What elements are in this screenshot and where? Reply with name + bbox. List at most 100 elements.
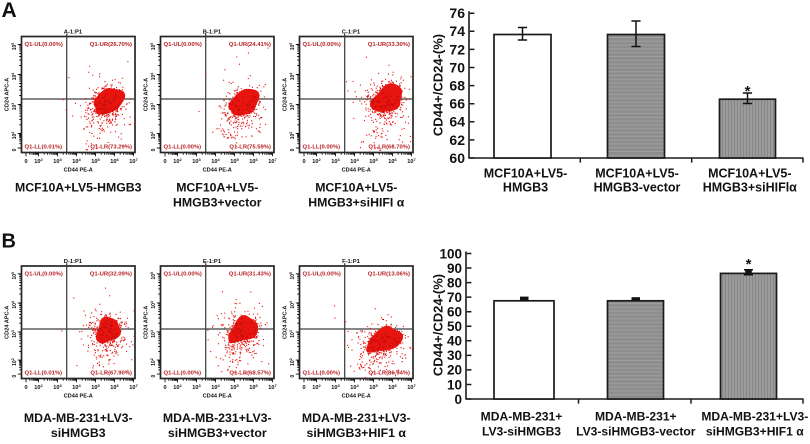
- svg-text:68: 68: [449, 78, 465, 94]
- svg-text:Q1-UR(32.09%): Q1-UR(32.09%): [90, 272, 132, 278]
- svg-text:102: 102: [289, 358, 296, 366]
- svg-text:103: 103: [331, 383, 340, 391]
- svg-text:103: 103: [192, 157, 201, 165]
- svg-text:103: 103: [53, 157, 62, 165]
- svg-text:siHMGB3+HIF1 α: siHMGB3+HIF1 α: [307, 426, 407, 439]
- svg-text:Q1-LR(86.94%): Q1-LR(86.94%): [368, 371, 410, 377]
- svg-text:102: 102: [11, 358, 18, 366]
- svg-text:103: 103: [150, 103, 157, 111]
- svg-text:40: 40: [447, 334, 462, 349]
- svg-text:HMGB3+vector: HMGB3+vector: [173, 196, 262, 210]
- svg-text:104: 104: [289, 73, 296, 81]
- svg-text:104: 104: [211, 157, 220, 165]
- svg-text:106: 106: [110, 157, 119, 165]
- svg-text:CD24 APC-A: CD24 APC-A: [144, 306, 150, 339]
- svg-text:104: 104: [150, 301, 157, 309]
- svg-text:103: 103: [11, 103, 18, 111]
- svg-text:80: 80: [447, 275, 462, 290]
- svg-text:Q1-UL(0.00%): Q1-UL(0.00%): [164, 272, 202, 278]
- svg-text:HMGB3+siHIFI α: HMGB3+siHIFI α: [308, 196, 404, 210]
- svg-text:siHMGB3+HIF1 α: siHMGB3+HIF1 α: [706, 424, 804, 438]
- svg-text:MDA-MB-231+LV3-: MDA-MB-231+LV3-: [701, 410, 808, 424]
- svg-text:103: 103: [150, 330, 157, 338]
- svg-text:CD44 PE-A: CD44 PE-A: [203, 168, 232, 174]
- svg-text:siHMGB3: siHMGB3: [51, 426, 106, 439]
- svg-text:90: 90: [447, 261, 462, 276]
- svg-text:0: 0: [24, 385, 27, 391]
- svg-text:102: 102: [312, 157, 321, 165]
- svg-text:105: 105: [150, 272, 157, 280]
- svg-text:HMGB3+siHIFlα: HMGB3+siHIFlα: [703, 181, 797, 195]
- svg-text:Q1-LR(73.29%): Q1-LR(73.29%): [90, 145, 132, 151]
- svg-text:Q1-LR(67.90%): Q1-LR(67.90%): [90, 371, 132, 377]
- svg-text:MCF10A+LV5-HMGB3: MCF10A+LV5-HMGB3: [15, 181, 142, 195]
- svg-text:104: 104: [350, 383, 359, 391]
- svg-text:104: 104: [150, 73, 157, 81]
- svg-text:102: 102: [289, 132, 296, 140]
- svg-text:CD24 APC-A: CD24 APC-A: [5, 306, 11, 339]
- svg-text:CD44 PE-A: CD44 PE-A: [64, 168, 93, 174]
- svg-text:MCF10A+LV5-: MCF10A+LV5-: [176, 181, 258, 195]
- svg-text:CD44 PE-A: CD44 PE-A: [203, 394, 232, 400]
- svg-text:0: 0: [163, 159, 166, 165]
- svg-text:Q1-LL(0.00%): Q1-LL(0.00%): [164, 145, 202, 151]
- svg-text:107: 107: [268, 157, 277, 165]
- svg-text:Q1-UL(0.00%): Q1-UL(0.00%): [25, 272, 63, 278]
- svg-text:MCF10A+LV5-: MCF10A+LV5-: [595, 166, 678, 180]
- svg-text:107: 107: [268, 383, 277, 391]
- svg-text:MDA-MB-231+: MDA-MB-231+: [481, 410, 563, 424]
- svg-text:106: 106: [249, 383, 258, 391]
- svg-text:CD44 PE-A: CD44 PE-A: [342, 168, 371, 174]
- svg-text:50: 50: [447, 319, 462, 334]
- svg-text:103: 103: [331, 157, 340, 165]
- svg-text:105: 105: [150, 43, 157, 51]
- svg-text:HMGB3-vector: HMGB3-vector: [594, 181, 681, 195]
- svg-text:103: 103: [53, 383, 62, 391]
- svg-text:104: 104: [72, 383, 81, 391]
- svg-text:102: 102: [150, 132, 157, 140]
- svg-text:10: 10: [447, 377, 462, 392]
- svg-text:102: 102: [34, 157, 43, 165]
- svg-text:104: 104: [11, 301, 18, 309]
- svg-text:Q1-UR(13.06%): Q1-UR(13.06%): [368, 272, 410, 278]
- svg-text:107: 107: [407, 157, 416, 165]
- svg-text:Q1-LL(0.00%): Q1-LL(0.00%): [164, 371, 202, 377]
- svg-text:64: 64: [449, 114, 465, 130]
- svg-text:0: 0: [454, 392, 462, 407]
- svg-text:0: 0: [302, 385, 305, 391]
- svg-text:60: 60: [447, 305, 462, 320]
- svg-text:Q1-UR(31.43%): Q1-UR(31.43%): [229, 272, 271, 278]
- svg-text:A-1:P1: A-1:P1: [64, 30, 83, 36]
- svg-text:Q1-LL(0.01%): Q1-LL(0.01%): [25, 371, 63, 377]
- svg-text:CD44 PE-A: CD44 PE-A: [342, 394, 371, 400]
- svg-text:MCF10A+LV5-: MCF10A+LV5-: [708, 166, 791, 180]
- svg-text:102: 102: [173, 157, 182, 165]
- svg-text:LV3-siHMGB3: LV3-siHMGB3: [482, 424, 561, 438]
- svg-text:B-1:P1: B-1:P1: [203, 30, 222, 36]
- svg-text:102: 102: [150, 358, 157, 366]
- svg-text:siHMGB3+vector: siHMGB3+vector: [168, 426, 267, 439]
- svg-text:105: 105: [230, 157, 239, 165]
- svg-text:105: 105: [369, 157, 378, 165]
- svg-text:CD24 APC-A: CD24 APC-A: [144, 78, 150, 111]
- svg-text:105: 105: [11, 43, 18, 51]
- svg-text:*: *: [746, 256, 752, 273]
- svg-text:Q1-UL(0.00%): Q1-UL(0.00%): [303, 42, 341, 48]
- svg-text:Q1-UL(0.00%): Q1-UL(0.00%): [303, 272, 341, 278]
- svg-text:E-1:P1: E-1:P1: [203, 259, 222, 265]
- svg-text:MDA-MB-231+LV3-: MDA-MB-231+LV3-: [163, 411, 272, 425]
- svg-text:0: 0: [12, 375, 18, 378]
- svg-text:106: 106: [388, 157, 397, 165]
- svg-text:106: 106: [388, 383, 397, 391]
- svg-text:Q1-UL(0.00%): Q1-UL(0.00%): [25, 42, 63, 48]
- svg-text:MCF10A+LV5-: MCF10A+LV5-: [315, 181, 397, 195]
- svg-text:Q1-UL(0.00%): Q1-UL(0.00%): [164, 42, 202, 48]
- svg-text:Q1-LR(68.57%): Q1-LR(68.57%): [229, 371, 271, 377]
- svg-text:104: 104: [350, 157, 359, 165]
- svg-text:105: 105: [289, 272, 296, 280]
- svg-text:Q1-LL(0.00%): Q1-LL(0.00%): [303, 145, 341, 151]
- svg-text:105: 105: [91, 383, 100, 391]
- svg-text:F-1:P1: F-1:P1: [342, 259, 360, 265]
- svg-text:62: 62: [449, 132, 465, 148]
- svg-text:A: A: [2, 0, 17, 22]
